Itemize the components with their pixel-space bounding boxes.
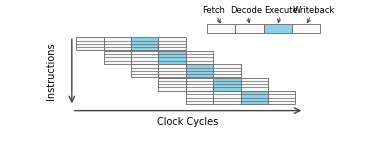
Bar	[213, 78, 240, 90]
Bar	[186, 91, 213, 104]
Bar	[131, 51, 159, 64]
Bar	[159, 51, 186, 64]
Bar	[240, 78, 268, 90]
Bar	[240, 91, 268, 104]
Bar	[268, 91, 295, 104]
Bar	[76, 38, 104, 50]
Bar	[213, 64, 240, 77]
Text: Clock Cycles: Clock Cycles	[157, 117, 218, 127]
Bar	[131, 38, 159, 50]
Bar	[104, 38, 131, 50]
Bar	[186, 51, 213, 64]
Bar	[235, 23, 264, 33]
Bar	[213, 91, 240, 104]
Bar	[292, 23, 320, 33]
Bar	[159, 78, 186, 90]
Bar	[207, 23, 235, 33]
Text: Writeback: Writeback	[293, 6, 335, 23]
Bar	[186, 64, 213, 77]
Text: Instructions: Instructions	[46, 42, 56, 100]
Bar	[104, 51, 131, 64]
Bar	[131, 64, 159, 77]
Text: Execute: Execute	[264, 6, 298, 22]
Bar	[186, 78, 213, 90]
Text: Fetch: Fetch	[202, 6, 225, 23]
Bar	[159, 38, 186, 50]
Bar	[159, 64, 186, 77]
Text: Decode: Decode	[230, 6, 263, 22]
Bar	[264, 23, 292, 33]
